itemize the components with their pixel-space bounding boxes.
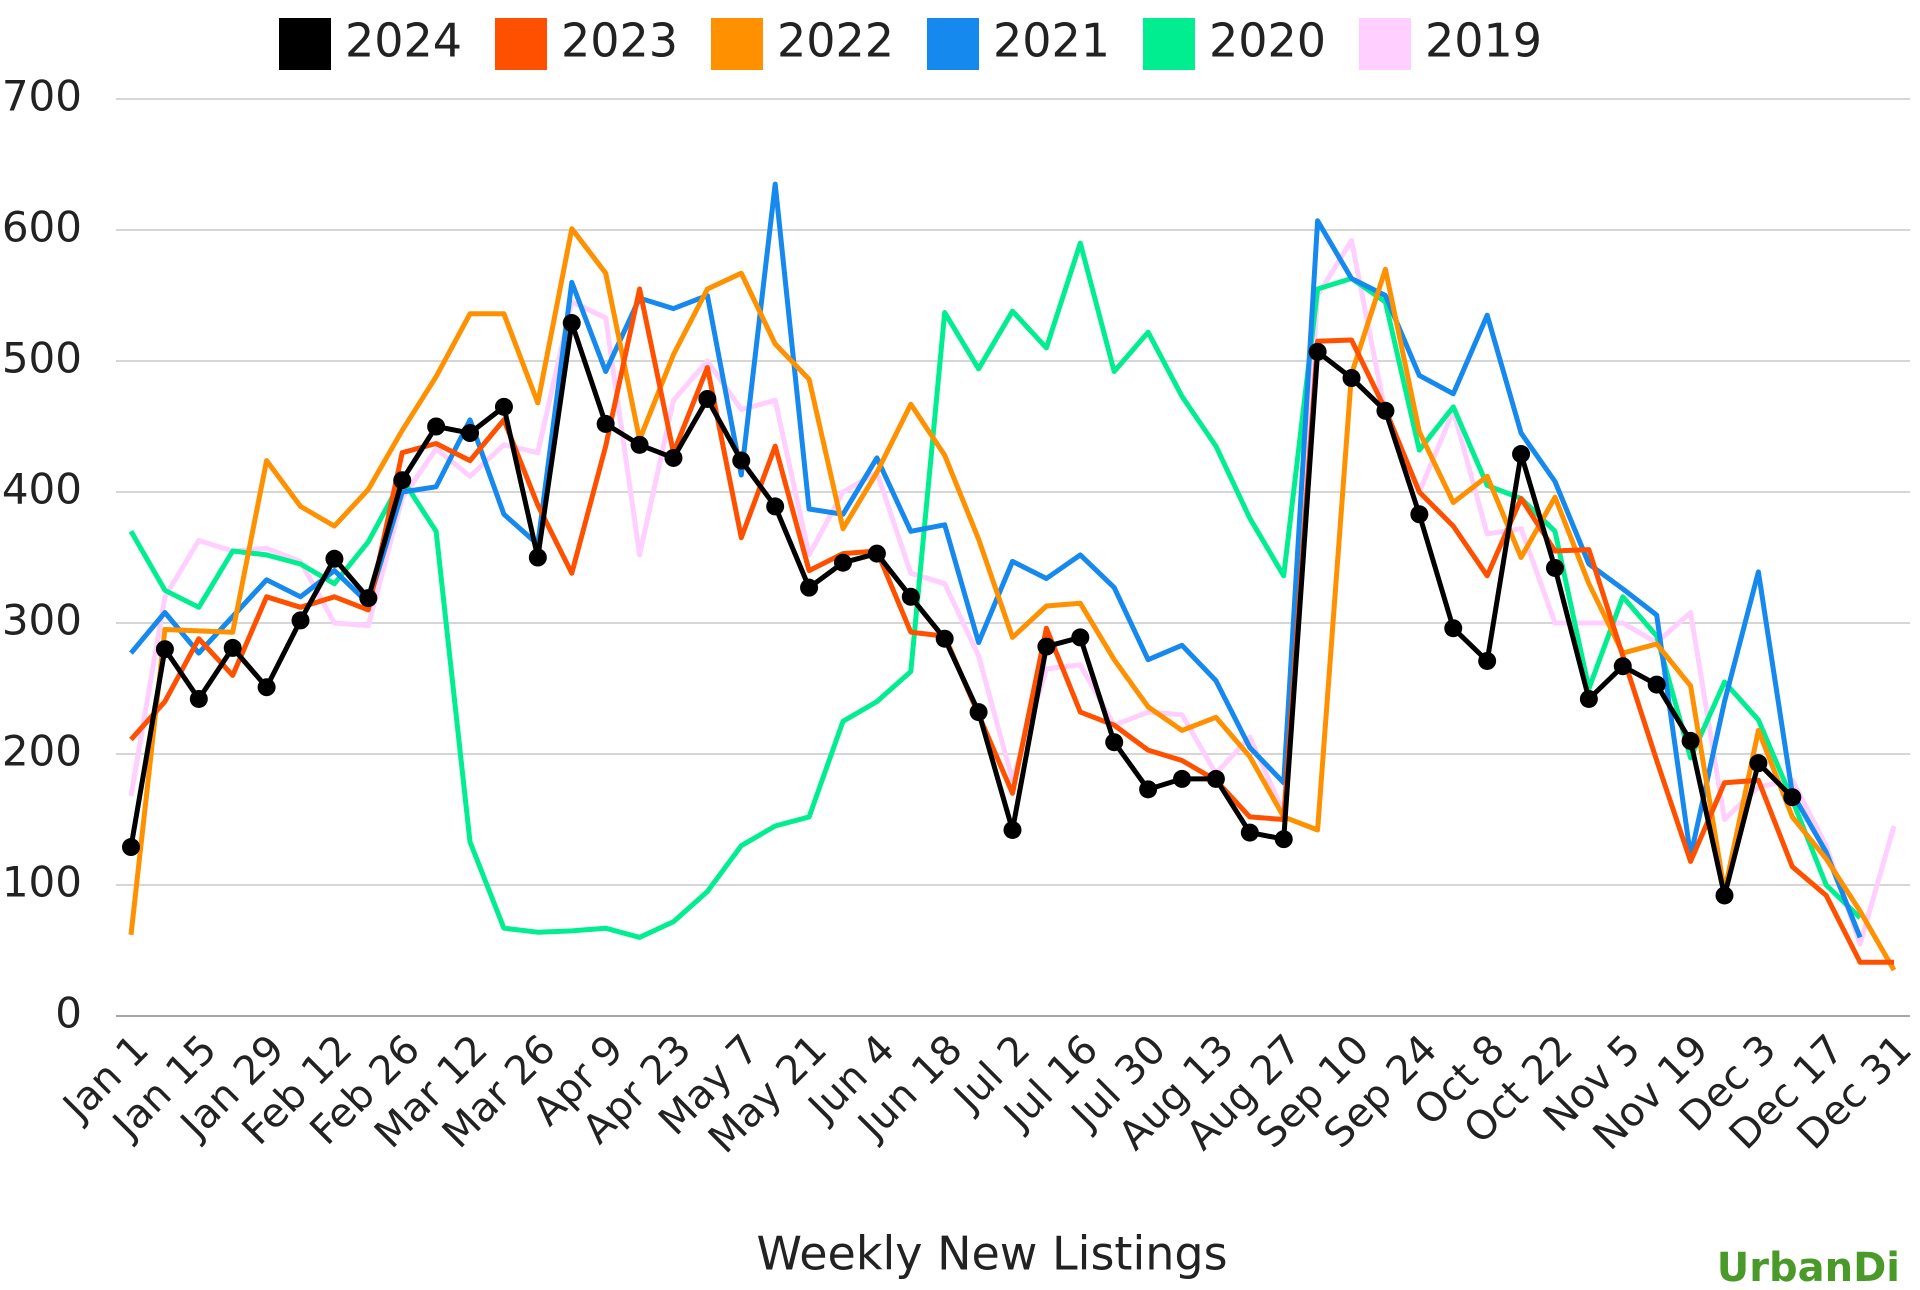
point-marker	[664, 448, 683, 467]
legend-swatch	[927, 18, 979, 70]
point-marker	[1647, 675, 1666, 694]
point-marker	[630, 435, 649, 454]
point-marker	[1410, 505, 1429, 524]
legend-swatch	[495, 18, 547, 70]
y-tick-label: 600	[2, 203, 82, 252]
y-tick-label: 500	[2, 334, 82, 383]
y-tick-label: 400	[2, 465, 82, 514]
legend-swatch	[279, 18, 331, 70]
y-tick-label: 200	[2, 727, 82, 776]
watermark: UrbanDi	[1717, 1245, 1900, 1290]
point-marker	[1003, 820, 1022, 839]
point-marker	[1376, 401, 1395, 420]
point-marker	[1749, 754, 1768, 773]
chart-title: Weekly New Listings	[756, 1227, 1227, 1281]
series-line	[128, 320, 1795, 898]
point-marker	[969, 703, 988, 722]
point-marker	[494, 397, 513, 416]
point-marker	[1105, 733, 1124, 752]
legend-label: 2022	[777, 14, 894, 68]
point-marker	[359, 589, 378, 608]
point-marker	[122, 838, 140, 857]
legend-swatch	[1143, 18, 1195, 70]
point-marker	[1715, 886, 1734, 905]
point-marker	[1579, 689, 1598, 708]
point-marker	[461, 424, 480, 443]
point-marker	[1681, 731, 1700, 750]
legend-label: 2024	[345, 14, 462, 68]
point-marker	[1240, 823, 1259, 842]
legend-label: 2020	[1209, 14, 1326, 68]
y-tick-label: 100	[2, 858, 82, 907]
point-marker	[528, 548, 547, 567]
point-marker	[1274, 830, 1293, 849]
point-marker	[867, 544, 886, 563]
point-marker	[800, 578, 819, 597]
point-marker	[393, 471, 412, 490]
point-marker	[155, 640, 174, 659]
point-marker	[1478, 651, 1497, 670]
point-marker	[291, 611, 310, 630]
point-marker	[732, 451, 751, 470]
point-marker	[1613, 657, 1632, 676]
point-marker	[562, 314, 581, 333]
y-tick-label: 300	[2, 596, 82, 645]
legend-swatch	[711, 18, 763, 70]
point-marker	[766, 497, 785, 516]
point-marker	[1783, 788, 1802, 807]
point-marker	[1206, 769, 1225, 788]
legend-label: 2021	[993, 14, 1110, 68]
point-marker	[935, 629, 954, 648]
point-marker	[901, 587, 920, 606]
y-tick-label: 700	[2, 72, 82, 121]
point-marker	[596, 414, 615, 433]
series-line	[128, 226, 1897, 972]
point-marker	[223, 638, 242, 657]
series-line	[129, 181, 1863, 939]
point-marker	[1071, 628, 1090, 647]
point-marker	[1139, 780, 1158, 799]
point-marker	[257, 678, 276, 697]
point-marker	[427, 417, 446, 436]
point-marker	[1342, 369, 1361, 388]
y-tick-label: 0	[55, 989, 82, 1038]
legend-label: 2023	[561, 14, 678, 68]
point-marker	[1512, 445, 1531, 464]
series-line	[128, 238, 1897, 947]
point-marker	[833, 553, 852, 572]
series-line	[128, 240, 1862, 940]
legend-label: 2019	[1425, 14, 1542, 68]
point-marker	[1173, 769, 1192, 788]
point-marker	[698, 389, 717, 408]
point-marker	[189, 689, 208, 708]
point-marker	[325, 549, 344, 568]
point-marker	[1444, 619, 1463, 638]
point-marker	[1545, 558, 1564, 577]
point-marker	[1037, 637, 1056, 656]
legend-swatch	[1359, 18, 1411, 70]
point-marker	[1308, 342, 1327, 361]
